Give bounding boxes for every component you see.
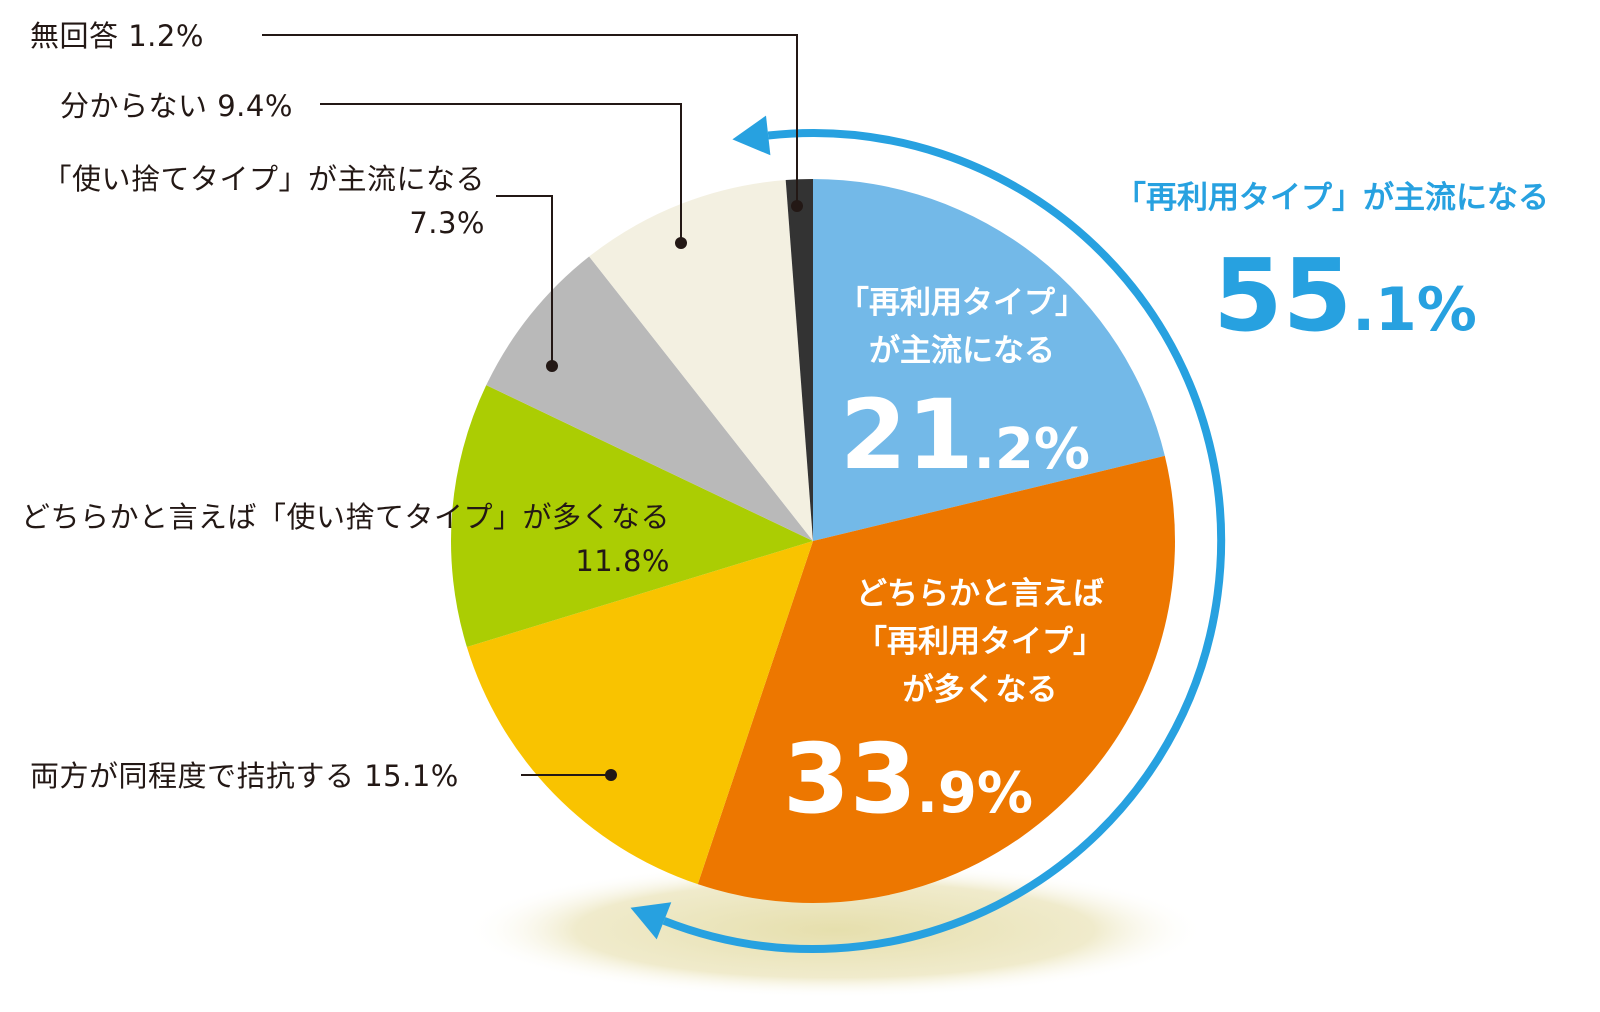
label-disposable-main-value: 7.3% bbox=[409, 206, 485, 240]
arrow-head-top bbox=[732, 115, 771, 156]
total-value: 55.1% bbox=[1213, 237, 1477, 354]
inner-label-reuse-more-3: が多くなる bbox=[903, 672, 1058, 708]
arrow-head-bottom bbox=[630, 902, 672, 940]
label-disposable-more: どちらかと言えば「使い捨てタイプ」が多くなる bbox=[21, 500, 670, 534]
dot-unknown bbox=[675, 237, 687, 249]
pie-slices bbox=[451, 179, 1175, 904]
inner-value-reuse-main: 21.2% bbox=[840, 379, 1090, 491]
slice-no-answer bbox=[785, 179, 813, 541]
dot-no-answer bbox=[791, 200, 803, 212]
slice-disposable-main bbox=[486, 256, 813, 541]
leader-lines bbox=[262, 34, 798, 776]
label-unknown: 分からない 9.4% bbox=[60, 89, 293, 123]
slice-reuse-more bbox=[697, 455, 1175, 904]
total-arrow bbox=[630, 115, 1226, 954]
slice-reuse-main bbox=[813, 179, 1165, 541]
slice-disposable-more bbox=[451, 385, 813, 647]
leader-no-answer bbox=[262, 34, 798, 206]
leader-dots bbox=[546, 200, 803, 781]
slice-even bbox=[466, 541, 813, 885]
inner-label-reuse-main-2: が主流になる bbox=[869, 333, 1055, 369]
label-disposable-main: 「使い捨てタイプ」が主流になる bbox=[42, 162, 485, 196]
label-even: 両方が同程度で拮抗する 15.1% bbox=[30, 759, 459, 793]
leader-unknown bbox=[320, 103, 682, 243]
dot-even bbox=[605, 769, 617, 781]
slice-unknown bbox=[589, 180, 813, 541]
total-label: 「再利用タイプ」が主流になる bbox=[1115, 180, 1549, 216]
inner-label-reuse-more-1: どちらかと言えば bbox=[856, 576, 1104, 612]
inner-label-reuse-main-1: 「再利用タイプ」 bbox=[838, 285, 1086, 321]
dot-disposable-main bbox=[546, 360, 558, 372]
inner-label-reuse-more-2: 「再利用タイプ」 bbox=[856, 624, 1104, 660]
label-no-answer: 無回答 1.2% bbox=[30, 19, 204, 53]
label-disposable-more-value: 11.8% bbox=[575, 544, 670, 578]
leader-disposable-main bbox=[496, 195, 553, 366]
inner-value-reuse-more: 33.9% bbox=[783, 723, 1033, 835]
